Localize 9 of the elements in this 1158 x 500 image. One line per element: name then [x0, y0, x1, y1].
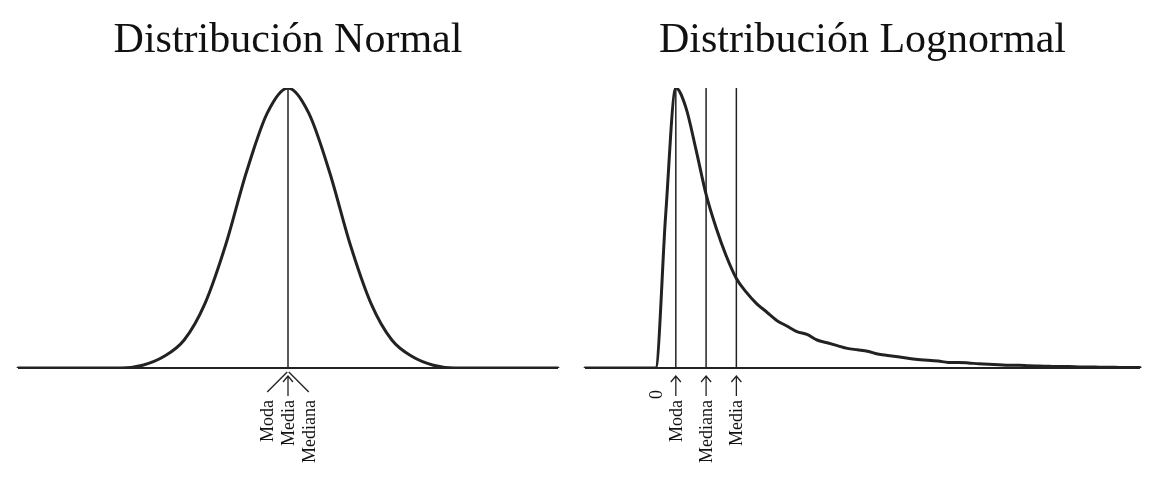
- chart-title: Distribución Lognormal: [657, 14, 1068, 63]
- x-tick-label: Moda: [665, 400, 686, 442]
- x-tick-label: 0: [645, 390, 666, 399]
- x-tick-label: Mediana: [298, 400, 319, 463]
- x-tick-label: Mediana: [696, 400, 717, 463]
- chart-title: Distribución Normal: [112, 14, 464, 63]
- x-tick-label: Media: [726, 399, 747, 446]
- x-tick-label: Media: [278, 399, 298, 446]
- x-tick-label: Moda: [257, 400, 278, 442]
